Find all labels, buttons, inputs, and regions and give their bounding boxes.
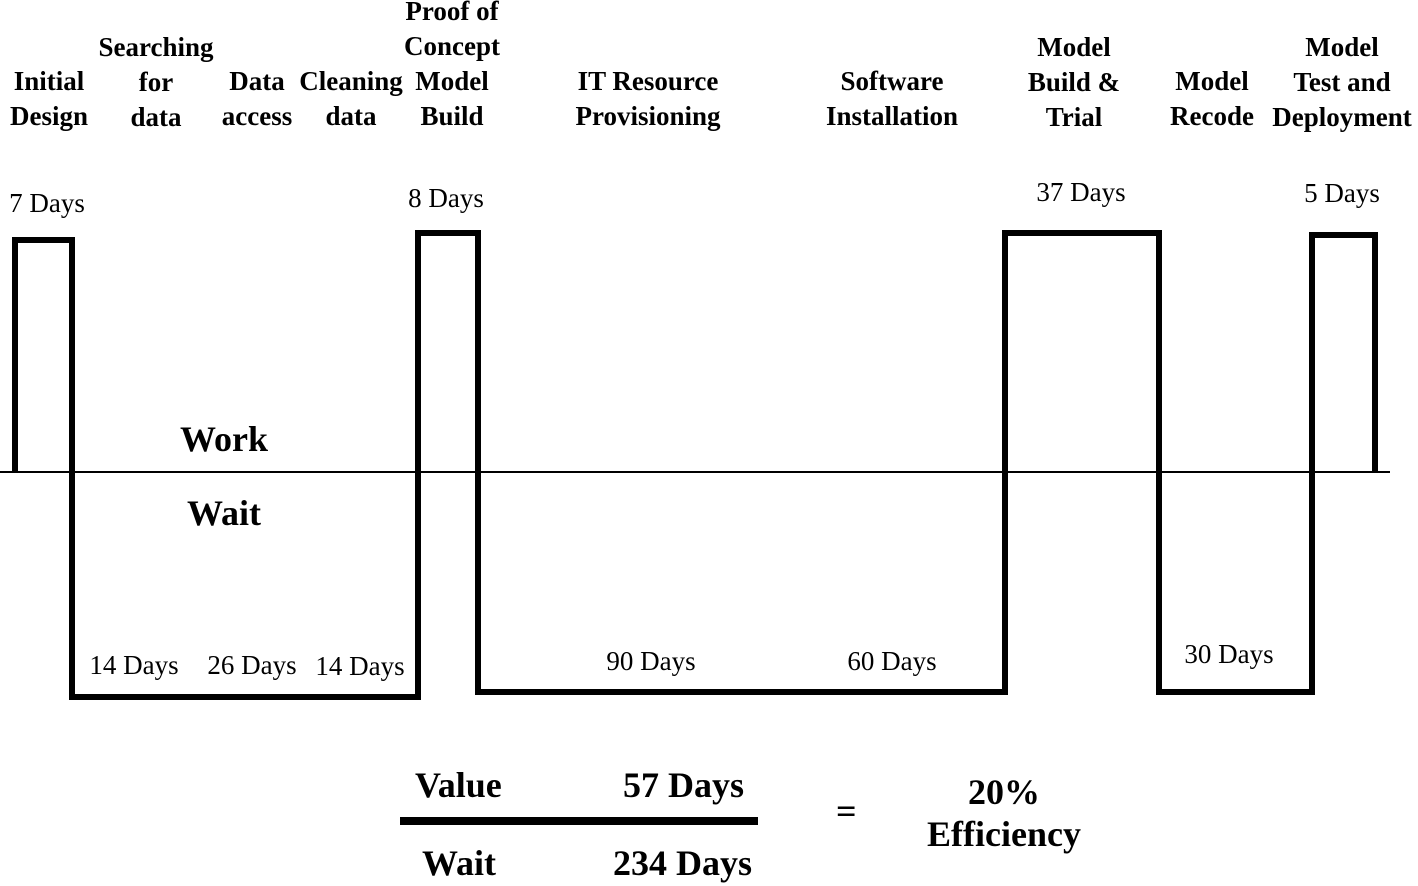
wait-duration-data-access: 26 Days	[207, 650, 297, 680]
work-duration-model-test: 5 Days	[1304, 178, 1380, 208]
wait-duration-model-recode: 30 Days	[1184, 639, 1274, 669]
stage-label-proof-of-concept: Proof of Concept Model Build	[404, 0, 500, 131]
fraction-bar	[400, 817, 758, 825]
wait-duration-searching: 14 Days	[89, 650, 179, 680]
value-label: Value	[415, 765, 502, 805]
work-label: Work	[179, 419, 269, 459]
stage-label-cleaning-data: Cleaning data	[299, 66, 403, 131]
efficiency-label: Efficiency	[927, 814, 1081, 854]
work-duration-model-build: 37 Days	[1036, 177, 1126, 207]
wait-duration-software-installation: 60 Days	[847, 646, 937, 676]
stage-label-initial-design: Initial Design	[9, 66, 89, 131]
stage-label-searching-for-data: Searching for data	[98, 32, 214, 132]
stage-label-model-build-trial: Model Build & Trial	[1027, 32, 1121, 132]
stage-label-it-resource-provisioning: IT Resource Provisioning	[575, 66, 721, 131]
value-days: 57 Days	[623, 765, 745, 805]
stage-label-model-test-deployment: Model Test and Deployment	[1272, 32, 1412, 132]
stage-label-data-access: Data access	[221, 66, 293, 131]
work-duration-proof-of-concept: 8 Days	[408, 183, 484, 213]
wait-label: Wait	[186, 493, 262, 533]
wait-total-label: Wait	[422, 843, 497, 883]
wait-total-days: 234 Days	[613, 843, 753, 883]
work-duration-initial-design: 7 Days	[9, 188, 85, 218]
equals-sign: =	[836, 791, 857, 831]
work-wait-wave	[12, 230, 1378, 700]
efficiency-percent: 20%	[968, 772, 1040, 812]
wait-duration-cleaning: 14 Days	[315, 651, 405, 681]
stage-label-software-installation: Software Installation	[825, 66, 959, 131]
wait-duration-it-provisioning: 90 Days	[606, 646, 696, 676]
stage-label-model-recode: Model Recode	[1170, 66, 1254, 131]
